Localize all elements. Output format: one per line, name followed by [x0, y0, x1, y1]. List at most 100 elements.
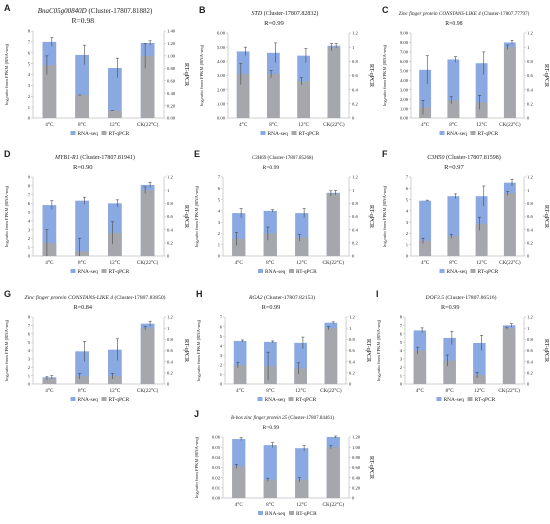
cluster-id: (Cluster-17807.84461)	[287, 416, 334, 421]
axes: 0 1 2 3 4 5 6 7 8 0.00 0.20 0.40 0.60 0.80 1.00 1.20 1.4…	[4, 29, 189, 121]
x-tick-label: 8°C	[78, 121, 87, 128]
bar-rtqpcr	[107, 376, 122, 384]
y-axis-title: log₂ratio from FPKM (RNA-seq)	[4, 185, 9, 247]
chart-title: RGA2 (Cluster-17807.82153)	[248, 294, 315, 301]
y2-tick-label: 1	[527, 45, 530, 50]
panel-b: B STD (Cluster-17807.82832) R=0.99 0.00 1.00…	[199, 5, 374, 137]
gene-name: BnaC05g00840D	[38, 7, 87, 15]
y-axis-title: log₂ratio from FPKM (RNA-seq)	[4, 43, 9, 105]
y2-tick-label: 0.6	[352, 73, 358, 78]
y2-tick-label: 1.2	[167, 315, 173, 320]
panel-letter: A	[4, 3, 11, 13]
legend-label-rnaseq: RNA-seq	[447, 131, 468, 137]
y-tick-label: 6	[28, 50, 31, 55]
gene-name: C3H50	[427, 155, 444, 161]
x-tick-label: CK(22°C)	[498, 387, 520, 394]
bar-rtqpcr	[502, 328, 516, 384]
y-tick-label: 6.00	[400, 59, 409, 64]
correlation-label: R=0.99	[264, 20, 284, 27]
x-tick-label: 8°C	[446, 387, 455, 394]
y2-tick-label: 0.20	[167, 103, 176, 108]
y2-tick-label: 0.8	[352, 59, 358, 64]
legend-label-rtqpcr: RT-qPCR	[296, 269, 317, 275]
legend-swatch-rtqpcr	[288, 397, 294, 401]
legend-swatch-rnaseq	[439, 269, 445, 273]
correlation-label: R=0.99	[441, 304, 459, 311]
y-tick-label: 6	[220, 324, 223, 329]
y-tick-label: 4	[218, 209, 221, 214]
y-tick-label: 4	[400, 348, 403, 353]
y2-tick-label: 0.2	[527, 241, 533, 246]
x-tick-label: 8°C	[449, 121, 458, 128]
y-tick-label: 8	[28, 183, 31, 188]
bar-rtqpcr	[140, 55, 155, 118]
legend-label-rnaseq: RNA-seq	[265, 397, 286, 403]
panel-letter: I	[376, 289, 379, 299]
y2-axis-title: RT-qPCR	[368, 456, 374, 479]
bar-rtqpcr	[447, 100, 460, 118]
panel-a: A BnaC05g00840D (Cluster-17807.81882)R=0.…	[4, 3, 189, 137]
bars	[42, 37, 155, 118]
axes: 0 1 2 3 4 5 6 7 0 0.2 0.4 0.6 0.8 1 1.2 log₂ratio from …	[382, 175, 549, 259]
y2-tick-label: 1.20	[167, 41, 176, 46]
legend-label-rtqpcr: RT-qPCR	[296, 397, 317, 403]
bars	[419, 40, 516, 118]
x-tick-label: 8°C	[78, 387, 87, 394]
x-tick-label: CK(22°C)	[323, 121, 345, 128]
correlation-label: R=0.97	[444, 164, 464, 171]
y-axis-title: log₂ratio from FPKM (RNA-seq)	[382, 44, 387, 106]
chart-title: DOF3.5 (Cluster-17807.86516)	[425, 294, 497, 301]
gene-name: MYB1-R1	[54, 155, 79, 161]
x-tick-label: 8°C	[269, 121, 278, 128]
chart-title: C3H69 (Cluster-17807.85268)	[252, 156, 314, 161]
y-tick-label: 2	[28, 94, 31, 99]
y2-tick-label: 0.8	[527, 201, 533, 206]
y2-tick-label: 0	[352, 254, 355, 259]
y-tick-label: 3	[28, 83, 31, 88]
y-tick-label: 4.00	[400, 78, 409, 83]
y-tick-label: 3	[406, 220, 409, 225]
panel-e: E C3H69 (Cluster-17807.85268) R=0.99 0 1 2 3 4 5…	[194, 149, 374, 275]
y-tick-label: 0	[218, 254, 221, 259]
legend-swatch-rtqpcr	[101, 131, 107, 135]
panel-letter: E	[194, 149, 200, 159]
y-tick-label: 1	[28, 245, 31, 250]
y2-tick-label: 0.00	[167, 116, 176, 121]
y-tick-label: 3	[218, 220, 221, 225]
x-tick-label: 12°C	[476, 121, 487, 128]
y2-tick-label: 0.4	[352, 227, 358, 232]
bar-rtqpcr	[503, 47, 516, 118]
y-tick-label: 6	[28, 331, 31, 336]
y2-tick-label: 0.40	[167, 91, 176, 96]
y2-tick-label: 0	[167, 382, 170, 387]
cluster-id: (Cluster-17807.82153)	[263, 294, 316, 301]
panel-c: C Zinc finger protein CONSTANS-LIKE 4 (Cl…	[382, 5, 549, 137]
y-tick-label: 6	[28, 201, 31, 206]
gene-name: Zinc finger protein CONSTANS-LIKE 4	[25, 294, 114, 301]
legend-swatch-rtqpcr	[467, 397, 473, 401]
y2-axis-title: RT-qPCR	[183, 63, 189, 86]
y-axis-title: log₂ratio from FPKM (RNA-seq)	[194, 185, 199, 247]
bar-rtqpcr	[419, 107, 432, 118]
legend-swatch-rnaseq	[436, 397, 442, 401]
bar-rtqpcr	[263, 233, 277, 256]
bar-rtqpcr	[326, 193, 340, 256]
y2-tick-label: 0.6	[167, 214, 173, 219]
y-tick-label: 1.00	[400, 106, 409, 111]
legend: RNA-seq RT-qPCR	[436, 397, 496, 403]
y2-tick-label: 0.6	[527, 73, 533, 78]
y2-tick-label: 0	[167, 254, 170, 259]
y2-tick-label: 0	[527, 382, 530, 387]
bar-rnaseq	[447, 59, 460, 118]
x-tick-label: 8°C	[266, 387, 275, 394]
y-tick-label: 0.06	[212, 435, 221, 440]
bar-rnaseq	[419, 69, 432, 118]
panel-d: D MYB1-R1 (Cluster-17807.81941) R=0.90 0 1 2 3…	[4, 149, 189, 275]
correlation-label: R=0.98	[445, 21, 462, 27]
y-tick-label: 4	[220, 343, 223, 348]
bar-rtqpcr	[324, 328, 338, 384]
y-tick-label: 0.00	[217, 116, 226, 121]
x-tick-label: 4°C	[45, 387, 54, 394]
legend-swatch-rtqpcr	[291, 131, 297, 135]
cluster-id: (Cluster-17807.82832)	[262, 10, 318, 17]
